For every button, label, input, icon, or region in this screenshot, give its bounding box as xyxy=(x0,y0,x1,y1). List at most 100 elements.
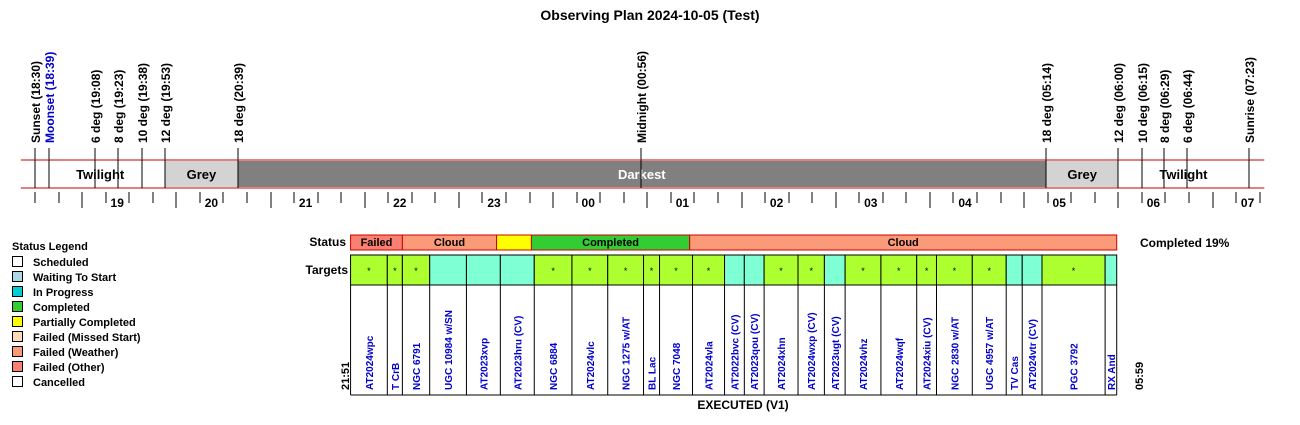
legend-swatch xyxy=(12,331,23,342)
event-label: Sunset (18:30) xyxy=(29,61,43,143)
target-name: AT2024wqf xyxy=(895,337,906,390)
target-mark: * xyxy=(414,266,418,276)
executed-footer: EXECUTED (V1) xyxy=(697,398,788,412)
sky-band-label: Grey xyxy=(1067,167,1097,182)
target-mark: * xyxy=(861,266,865,276)
target-name: NGC 6884 xyxy=(549,342,560,390)
targets-row-label: Targets xyxy=(306,263,349,277)
sky-band-bar: Twilight Grey Darkest Grey Twilight xyxy=(20,159,1265,189)
status-segment xyxy=(496,234,532,251)
target-name: AT2024vtr (CV) xyxy=(1028,319,1039,390)
target-mark: * xyxy=(674,266,678,276)
schedule-start-time: 21:51 xyxy=(340,362,352,390)
target-block xyxy=(659,254,694,286)
event-label: Sunrise (07:23) xyxy=(1243,57,1257,143)
event-label: Moonset (18:39) xyxy=(43,52,57,143)
target-name: UGC 10984 w/SN xyxy=(444,310,455,390)
event-label: 10 deg (06:15) xyxy=(1136,63,1150,143)
event-label: 18 deg (05:14) xyxy=(1040,63,1054,143)
target-block xyxy=(1104,254,1118,286)
target-name: AT2023xvp xyxy=(479,338,490,390)
legend-swatch xyxy=(12,271,23,282)
legend-swatch xyxy=(12,301,23,312)
hour-label: 20 xyxy=(205,196,219,210)
sky-band xyxy=(35,161,166,187)
target-block xyxy=(935,254,973,286)
time-axis: 19 20 21 22 23 00 01 02 03 04 05 06 07 xyxy=(34,192,1261,210)
target-block xyxy=(763,254,799,286)
target-mark: * xyxy=(393,266,397,276)
hour-label: 06 xyxy=(1147,196,1161,210)
target-block xyxy=(607,254,645,286)
legend-item-label: Scheduled xyxy=(33,257,89,269)
event-label: 6 deg (19:08) xyxy=(89,70,103,143)
target-name: AT2023hru (CV) xyxy=(513,316,524,390)
target-name: AT2022bvc (CV) xyxy=(730,315,741,390)
legend-item-label: Completed xyxy=(33,302,90,314)
target-name: NGC 6791 xyxy=(412,342,423,390)
target-name: UGC 4957 w/AT xyxy=(985,317,996,390)
target-block xyxy=(571,254,609,286)
target-name: AT2024wxp (CV) xyxy=(807,312,818,390)
legend-item-label: Waiting To Start xyxy=(33,272,116,284)
target-name: PGC 3792 xyxy=(1070,343,1081,390)
sky-band xyxy=(237,161,1047,187)
hour-label: 04 xyxy=(958,196,972,210)
target-mark: * xyxy=(779,266,783,276)
status-legend: Status Legend Scheduled Waiting To Start I… xyxy=(12,241,141,389)
hour-label: 07 xyxy=(1241,196,1255,210)
completed-percent: Completed 19% xyxy=(1140,236,1230,250)
event-label: 8 deg (19:23) xyxy=(112,70,126,143)
target-name: AT2024vla xyxy=(705,341,716,390)
target-block xyxy=(880,254,918,286)
legend-title: Status Legend xyxy=(12,241,88,253)
sky-band-label: Grey xyxy=(187,167,217,182)
target-mark: * xyxy=(987,266,991,276)
event-label: 8 deg (06:29) xyxy=(1158,70,1172,143)
hour-label: 01 xyxy=(676,196,690,210)
target-block xyxy=(350,254,388,286)
target-mark: * xyxy=(925,266,929,276)
sky-band-label: Darkest xyxy=(618,167,666,182)
target-name: AT2024vlc xyxy=(586,341,597,390)
legend-swatch xyxy=(12,346,23,357)
target-block xyxy=(1041,254,1106,286)
chart-title: Observing Plan 2024-10-05 (Test) xyxy=(540,7,759,23)
legend-item-label: Partially Completed xyxy=(33,317,136,329)
hour-label: 21 xyxy=(299,196,313,210)
target-block xyxy=(724,254,745,286)
legend-swatch xyxy=(12,316,23,327)
hour-label: 00 xyxy=(582,196,596,210)
sky-band-label: Twilight xyxy=(1159,167,1208,182)
status-segment-label: Cloud xyxy=(888,237,919,249)
target-block xyxy=(429,254,467,286)
status-row-label: Status xyxy=(309,235,346,249)
target-name: AT2024vhz xyxy=(859,338,870,390)
event-markers: Sunset (18:30) Moonset (18:39) 6 deg (19:0… xyxy=(29,51,1257,160)
target-block xyxy=(823,254,846,286)
target-name: NGC 1275 w/AT xyxy=(622,317,633,390)
target-block xyxy=(499,254,535,286)
target-name: BL Lac xyxy=(648,356,659,390)
target-mark: * xyxy=(953,266,957,276)
legend-item-label: In Progress xyxy=(33,287,94,299)
target-name: NGC 2830 w/AT xyxy=(950,317,961,390)
hour-label: 19 xyxy=(111,196,125,210)
target-name: AT2024xiu (CV) xyxy=(923,317,934,390)
target-mark: * xyxy=(588,266,592,276)
legend-item-label: Failed (Weather) xyxy=(33,347,119,359)
legend-swatch xyxy=(12,376,23,387)
target-mark: * xyxy=(367,266,371,276)
target-block xyxy=(1021,254,1043,286)
event-label: Midnight (00:56) xyxy=(635,51,649,143)
target-mark: * xyxy=(707,266,711,276)
hour-label: 23 xyxy=(487,196,501,210)
target-name: AT2024wpc xyxy=(365,335,376,390)
status-segment-label: Cloud xyxy=(434,237,465,249)
legend-swatch xyxy=(12,286,23,297)
schedule-panel: Status Targets Completed 19% EXECUTED (V… xyxy=(306,234,1230,412)
legend-swatch xyxy=(12,256,23,267)
target-block xyxy=(533,254,573,286)
